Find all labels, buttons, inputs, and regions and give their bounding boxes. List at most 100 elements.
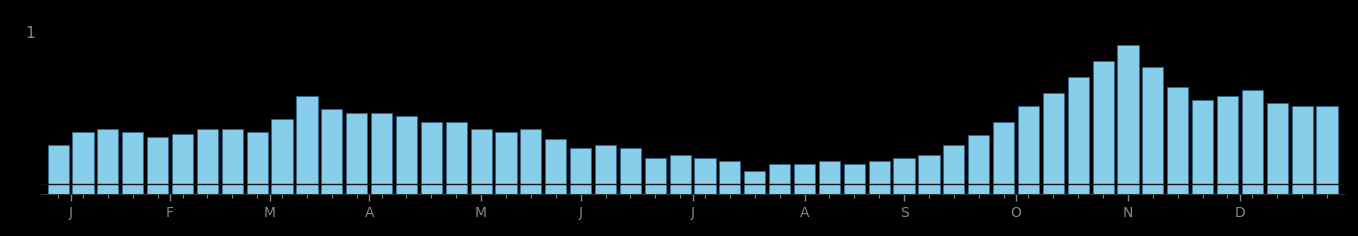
Bar [720,161,740,194]
Bar [595,184,617,194]
Bar [496,184,516,194]
Bar [296,184,318,194]
Bar [968,135,989,194]
Bar [944,184,964,194]
Bar [619,148,641,194]
Bar [147,137,168,194]
Bar [694,184,716,194]
Bar [470,184,492,194]
Bar [944,145,964,194]
Bar [869,161,889,194]
Bar [918,184,940,194]
Bar [1043,184,1063,194]
Bar [397,184,417,194]
Bar [197,129,219,194]
Bar [968,184,989,194]
Bar [1316,184,1338,194]
Bar [1316,106,1338,194]
Bar [1267,103,1287,194]
Bar [694,158,716,194]
Bar [346,113,367,194]
Bar [1093,61,1114,194]
Bar [1167,87,1188,194]
Bar [197,184,219,194]
Bar [669,155,691,194]
Bar [322,184,342,194]
Bar [993,184,1014,194]
Bar [869,184,889,194]
Bar [1217,97,1238,194]
Bar [1167,184,1188,194]
Bar [619,184,641,194]
Bar [894,158,915,194]
Bar [72,184,94,194]
Bar [1067,184,1089,194]
Bar [72,132,94,194]
Bar [172,134,193,194]
Bar [520,129,542,194]
Bar [48,184,69,194]
Bar [1241,184,1263,194]
Bar [819,184,841,194]
Bar [918,155,940,194]
Bar [794,164,815,194]
Bar [993,122,1014,194]
Bar [221,184,243,194]
Bar [520,184,542,194]
Bar [421,184,441,194]
Bar [744,184,766,194]
Bar [1067,77,1089,194]
Bar [48,145,69,194]
Bar [570,184,591,194]
Bar [247,132,268,194]
Bar [1217,184,1238,194]
Bar [445,184,467,194]
Bar [445,122,467,194]
Bar [669,184,691,194]
Bar [1043,93,1063,194]
Bar [496,132,516,194]
Bar [1142,67,1164,194]
Bar [769,184,790,194]
Bar [595,145,617,194]
Bar [570,148,591,194]
Bar [794,184,815,194]
Bar [470,129,492,194]
Bar [645,158,665,194]
Bar [1142,184,1164,194]
Bar [1267,184,1287,194]
Bar [247,184,268,194]
Bar [421,122,441,194]
Bar [545,139,566,194]
Bar [1192,100,1213,194]
Bar [221,129,243,194]
Bar [545,184,566,194]
Bar [769,164,790,194]
Bar [272,184,292,194]
Bar [1291,184,1313,194]
Bar [1118,184,1138,194]
Bar [122,132,144,194]
Bar [122,184,144,194]
Bar [296,97,318,194]
Bar [843,184,865,194]
Bar [1018,184,1039,194]
Bar [1118,45,1138,194]
Bar [894,184,915,194]
Bar [819,161,841,194]
Bar [371,113,392,194]
Bar [172,184,193,194]
Bar [98,184,118,194]
Bar [1241,90,1263,194]
Bar [843,164,865,194]
Bar [744,171,766,194]
Bar [1291,106,1313,194]
Bar [322,110,342,194]
Bar [1093,184,1114,194]
Bar [147,184,168,194]
Bar [397,116,417,194]
Bar [720,184,740,194]
Bar [645,184,665,194]
Bar [272,119,292,194]
Bar [371,184,392,194]
